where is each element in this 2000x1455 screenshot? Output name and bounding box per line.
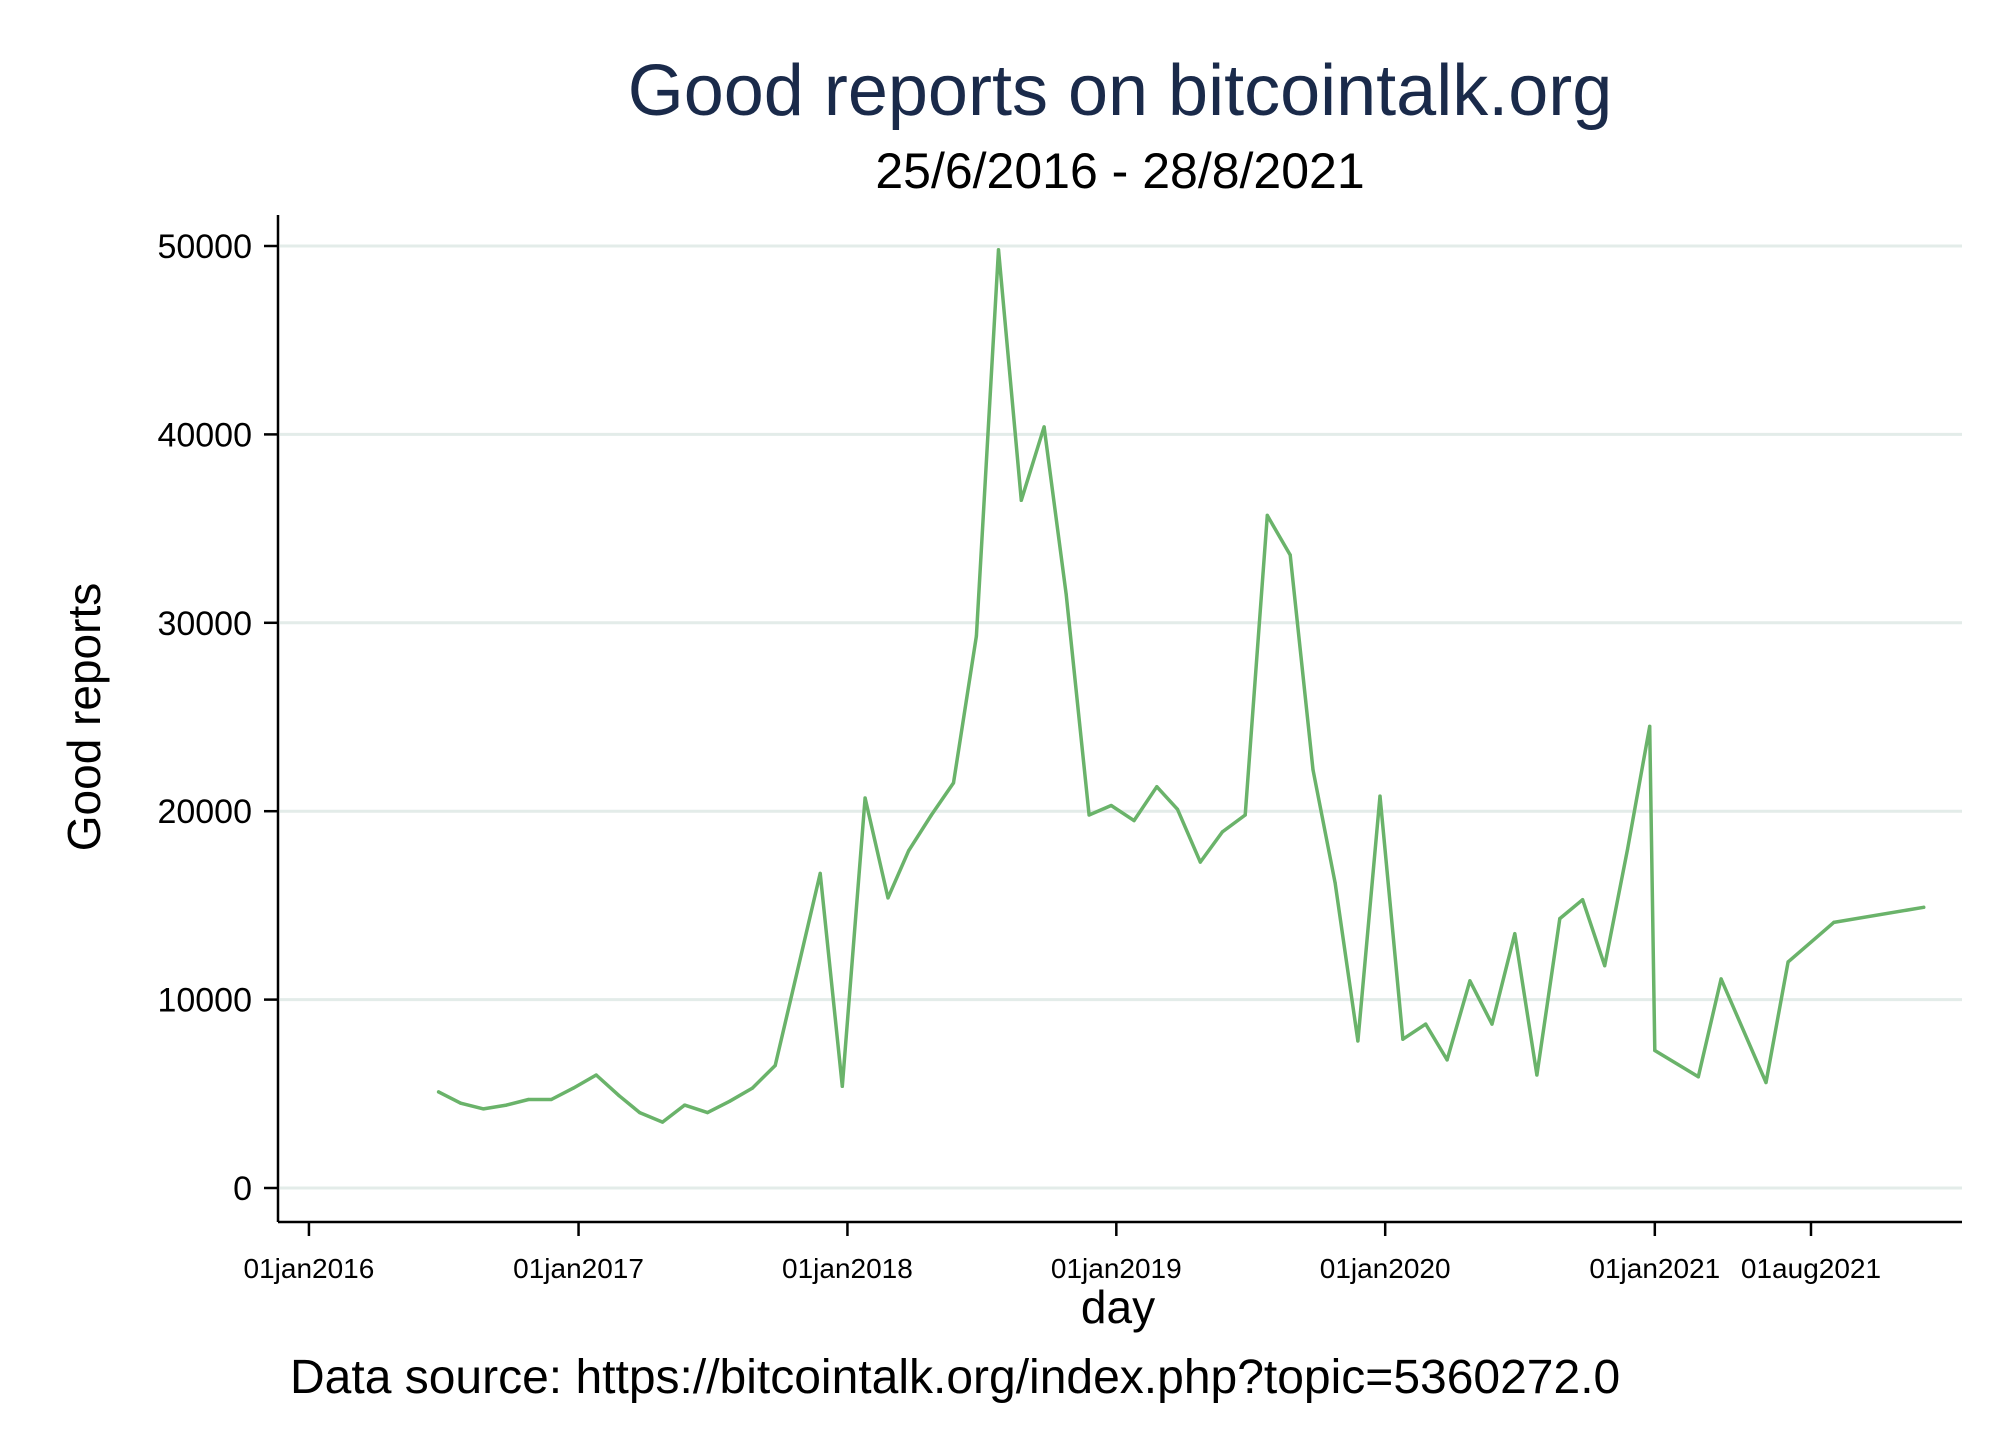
data-point (526, 1097, 531, 1102)
y-tick-label: 30000 (157, 605, 252, 643)
data-point (907, 849, 911, 853)
data-point (638, 1111, 642, 1115)
data-point (705, 1111, 710, 1115)
data-point (840, 1084, 844, 1088)
chart-subtitle: 25/6/2016 - 28/8/2021 (875, 143, 1364, 199)
data-point (504, 1103, 508, 1107)
y-tick-label: 0 (233, 1170, 252, 1208)
data-point (1288, 553, 1292, 557)
data-point (1581, 898, 1585, 902)
data-point (1042, 425, 1046, 429)
data-point (1603, 964, 1607, 968)
x-tick-label: 01jan2018 (782, 1253, 913, 1284)
data-point (795, 969, 799, 973)
data-point (1311, 768, 1315, 772)
data-point (1064, 592, 1068, 597)
data-point (1243, 813, 1247, 817)
data-point (594, 1073, 598, 1077)
y-tick-label: 50000 (157, 228, 252, 266)
data-point (1786, 960, 1790, 964)
x-tick-label: 01jan2017 (513, 1253, 644, 1284)
series-line-good-reports (436, 248, 1926, 1124)
data-point (1109, 803, 1113, 808)
data-point (437, 1090, 441, 1094)
data-point (974, 634, 979, 638)
data-point (459, 1101, 463, 1105)
data-point (1696, 1075, 1700, 1079)
data-point (1265, 513, 1269, 518)
data-point (750, 1086, 755, 1090)
data-point (886, 896, 890, 900)
y-tick-label: 10000 (157, 982, 252, 1020)
data-source-note: Data source: https://bitcointalk.org/ind… (290, 1351, 1620, 1404)
data-point (1155, 785, 1159, 789)
data-point (481, 1107, 486, 1111)
data-point (1198, 860, 1202, 864)
data-point (996, 248, 1001, 252)
data-point (1424, 1022, 1428, 1026)
y-tick-label: 40000 (157, 416, 252, 454)
x-tick-label: 01jan2020 (1320, 1253, 1451, 1284)
y-tick-label: 20000 (157, 793, 252, 831)
data-point (1719, 977, 1723, 981)
data-point (549, 1097, 553, 1102)
y-axis-label: Good reports (58, 583, 110, 851)
data-point (1648, 724, 1652, 729)
data-point (660, 1120, 665, 1124)
data-point (1468, 979, 1472, 983)
series-layer (436, 248, 1926, 1124)
data-point (1653, 1048, 1657, 1053)
data-point (863, 796, 867, 800)
data-point (1175, 807, 1180, 811)
data-point (617, 1094, 621, 1098)
data-point (1132, 819, 1136, 823)
data-point (1764, 1080, 1768, 1085)
data-point (1378, 794, 1382, 798)
data-point (1220, 830, 1224, 834)
data-point (1626, 847, 1630, 851)
data-point (1535, 1073, 1539, 1077)
chart-title: Good reports on bitcointalk.org (628, 51, 1613, 131)
data-point (1513, 932, 1517, 936)
axes: 0 10000 20000 30000 40000 50000 01jan2016 01jan… (157, 215, 1962, 1284)
x-tick-label: 01jan2021 (1589, 1253, 1720, 1284)
data-point (929, 813, 934, 817)
data-point (683, 1103, 687, 1107)
data-point (728, 1099, 732, 1103)
data-point (1445, 1058, 1449, 1062)
data-point (1019, 498, 1023, 502)
data-point (1490, 1022, 1494, 1026)
x-tick-label: 01jan2019 (1051, 1253, 1182, 1284)
data-point (1558, 917, 1562, 921)
data-point (1087, 813, 1091, 817)
x-tick-label: 01jan2016 (244, 1253, 375, 1284)
data-point (571, 1086, 576, 1090)
x-axis-label: day (1081, 1281, 1155, 1333)
x-tick-label: 01aug2021 (1741, 1253, 1881, 1284)
data-point (818, 871, 822, 876)
data-point (773, 1063, 777, 1068)
data-point (1401, 1037, 1405, 1041)
data-point (1832, 920, 1836, 925)
data-point (1333, 881, 1337, 885)
data-point (1922, 905, 1926, 909)
data-point (951, 781, 956, 785)
data-point (1356, 1039, 1360, 1043)
